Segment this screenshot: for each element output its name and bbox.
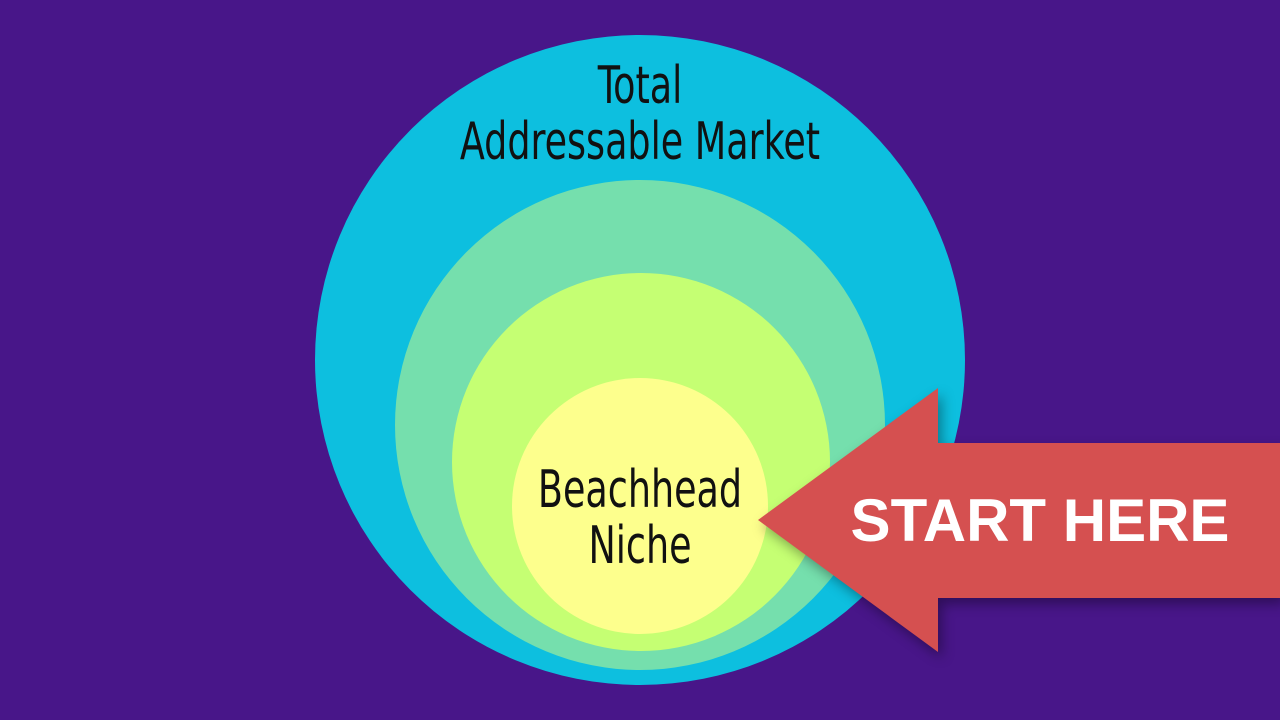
niche-label-line-1: Beachhead xyxy=(537,460,743,520)
tam-label-line-1: Total xyxy=(597,56,683,116)
beachhead-niche-circle xyxy=(512,378,768,634)
beachhead-niche-label: Beachhead Niche xyxy=(523,462,757,574)
tam-label-line-2: Addressable Market xyxy=(459,112,821,173)
tam-label: Total Addressable Market xyxy=(445,58,835,170)
start-here-text: START HERE xyxy=(850,487,1230,554)
arrow-shape xyxy=(758,388,1280,652)
niche-label-line-2: Niche xyxy=(588,516,692,577)
